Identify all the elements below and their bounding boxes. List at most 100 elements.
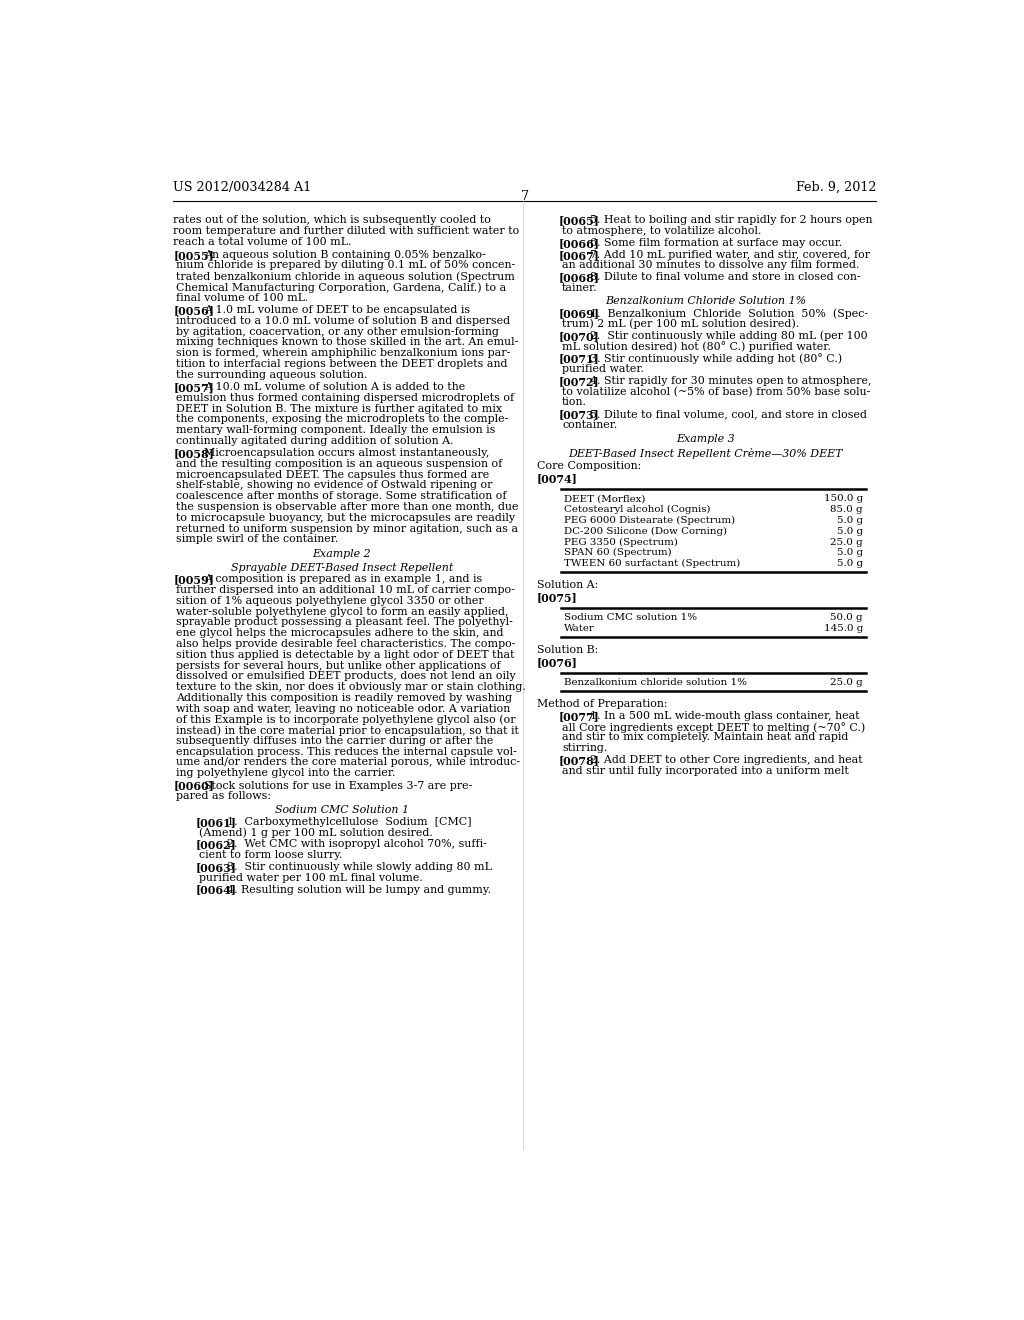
Text: the suspension is observable after more than one month, due: the suspension is observable after more … — [176, 502, 519, 512]
Text: room temperature and further diluted with sufficient water to: room temperature and further diluted wit… — [173, 226, 519, 236]
Text: 7: 7 — [521, 190, 528, 203]
Text: trum) 2 mL (per 100 mL solution desired).: trum) 2 mL (per 100 mL solution desired)… — [562, 319, 799, 330]
Text: ene glycol helps the microcapsules adhere to the skin, and: ene glycol helps the microcapsules adher… — [176, 628, 504, 638]
Text: [0074]: [0074] — [537, 473, 578, 484]
Text: persists for several hours, but unlike other applications of: persists for several hours, but unlike o… — [176, 660, 501, 671]
Text: dissolved or emulsified DEET products, does not lend an oily: dissolved or emulsified DEET products, d… — [176, 672, 516, 681]
Text: 150.0 g: 150.0 g — [823, 495, 863, 503]
Text: [0060]: [0060] — [173, 780, 214, 792]
Text: [0061]: [0061] — [196, 817, 237, 828]
Text: purified water per 100 mL final volume.: purified water per 100 mL final volume. — [199, 873, 422, 883]
Text: SPAN 60 (Spectrum): SPAN 60 (Spectrum) — [563, 548, 672, 557]
Text: sition thus applied is detectable by a light odor of DEET that: sition thus applied is detectable by a l… — [176, 649, 515, 660]
Text: microencapsulated DEET. The capsules thus formed are: microencapsulated DEET. The capsules thu… — [176, 470, 489, 479]
Text: [0069]: [0069] — [559, 308, 600, 319]
Text: [0077]: [0077] — [559, 711, 600, 722]
Text: TWEEN 60 surfactant (Spectrum): TWEEN 60 surfactant (Spectrum) — [563, 560, 740, 568]
Text: introduced to a 10.0 mL volume of solution B and dispersed: introduced to a 10.0 mL volume of soluti… — [176, 315, 511, 326]
Text: mixing techniques known to those skilled in the art. An emul-: mixing techniques known to those skilled… — [176, 338, 519, 347]
Text: 1. In a 500 mL wide-mouth glass container, heat: 1. In a 500 mL wide-mouth glass containe… — [590, 711, 860, 721]
Text: all Core ingredients except DEET to melting (~70° C.): all Core ingredients except DEET to melt… — [562, 722, 865, 733]
Text: A composition is prepared as in example 1, and is: A composition is prepared as in example … — [205, 574, 482, 585]
Text: rates out of the solution, which is subsequently cooled to: rates out of the solution, which is subs… — [173, 215, 492, 226]
Text: [0063]: [0063] — [196, 862, 237, 873]
Text: ume and/or renders the core material porous, while introduc-: ume and/or renders the core material por… — [176, 758, 520, 767]
Text: Chemical Manufacturing Corporation, Gardena, Calif.) to a: Chemical Manufacturing Corporation, Gard… — [176, 282, 507, 293]
Text: [0066]: [0066] — [559, 238, 600, 249]
Text: PEG 6000 Distearate (Spectrum): PEG 6000 Distearate (Spectrum) — [563, 516, 735, 525]
Text: [0070]: [0070] — [559, 331, 600, 342]
Text: [0058]: [0058] — [173, 449, 214, 459]
Text: and stir to mix completely. Maintain heat and rapid: and stir to mix completely. Maintain hea… — [562, 733, 849, 742]
Text: subsequently diffuses into the carrier during or after the: subsequently diffuses into the carrier d… — [176, 737, 494, 746]
Text: shelf-stable, showing no evidence of Ostwald ripening or: shelf-stable, showing no evidence of Ost… — [176, 480, 493, 491]
Text: DEET-Based Insect Repellent Crème—30% DEET: DEET-Based Insect Repellent Crème—30% DE… — [568, 447, 843, 458]
Text: tion.: tion. — [562, 397, 587, 408]
Text: water-soluble polyethylene glycol to form an easily applied,: water-soluble polyethylene glycol to for… — [176, 607, 509, 616]
Text: Additionally this composition is readily removed by washing: Additionally this composition is readily… — [176, 693, 513, 702]
Text: [0067]: [0067] — [559, 249, 600, 260]
Text: tition to interfacial regions between the DEET droplets and: tition to interfacial regions between th… — [176, 359, 508, 368]
Text: [0062]: [0062] — [196, 840, 237, 850]
Text: reach a total volume of 100 mL.: reach a total volume of 100 mL. — [173, 236, 351, 247]
Text: 1.  Benzalkonium  Chloride  Solution  50%  (Spec-: 1. Benzalkonium Chloride Solution 50% (S… — [590, 308, 868, 318]
Text: nium chloride is prepared by diluting 0.1 mL of 50% concen-: nium chloride is prepared by diluting 0.… — [176, 260, 516, 271]
Text: to volatilize alcohol (~5% of base) from 50% base solu-: to volatilize alcohol (~5% of base) from… — [562, 387, 870, 397]
Text: [0078]: [0078] — [559, 755, 600, 766]
Text: continually agitated during addition of solution A.: continually agitated during addition of … — [176, 436, 454, 446]
Text: 5. Heat to boiling and stir rapidly for 2 hours open: 5. Heat to boiling and stir rapidly for … — [590, 215, 872, 226]
Text: US 2012/0034284 A1: US 2012/0034284 A1 — [173, 181, 311, 194]
Text: 50.0 g: 50.0 g — [830, 614, 863, 622]
Text: of this Example is to incorporate polyethylene glycol also (or: of this Example is to incorporate polyet… — [176, 714, 516, 725]
Text: 3. Stir continuously while adding hot (80° C.): 3. Stir continuously while adding hot (8… — [590, 354, 842, 364]
Text: 145.0 g: 145.0 g — [823, 624, 863, 632]
Text: [0065]: [0065] — [559, 215, 600, 226]
Text: Cetostearyl alcohol (Cognis): Cetostearyl alcohol (Cognis) — [563, 506, 711, 515]
Text: [0056]: [0056] — [173, 305, 214, 315]
Text: instead) in the core material prior to encapsulation, so that it: instead) in the core material prior to e… — [176, 725, 519, 735]
Text: final volume of 100 mL.: final volume of 100 mL. — [176, 293, 309, 302]
Text: Sprayable DEET-Based Insect Repellent: Sprayable DEET-Based Insect Repellent — [230, 562, 453, 573]
Text: [0076]: [0076] — [537, 657, 578, 668]
Text: sition of 1% aqueous polyethylene glycol 3350 or other: sition of 1% aqueous polyethylene glycol… — [176, 595, 484, 606]
Text: Method of Preparation:: Method of Preparation: — [537, 700, 668, 709]
Text: 1.  Carboxymethylcellulose  Sodium  [CMC]: 1. Carboxymethylcellulose Sodium [CMC] — [226, 817, 471, 826]
Text: A 10.0 mL volume of solution A is added to the: A 10.0 mL volume of solution A is added … — [205, 381, 466, 392]
Text: Water: Water — [563, 624, 595, 632]
Text: DEET (Morflex): DEET (Morflex) — [563, 495, 645, 503]
Text: Stock solutions for use in Examples 3-7 are pre-: Stock solutions for use in Examples 3-7 … — [205, 780, 473, 791]
Text: further dispersed into an additional 10 mL of carrier compo-: further dispersed into an additional 10 … — [176, 585, 515, 595]
Text: A 1.0 mL volume of DEET to be encapsulated is: A 1.0 mL volume of DEET to be encapsulat… — [205, 305, 470, 315]
Text: [0075]: [0075] — [537, 591, 578, 603]
Text: 85.0 g: 85.0 g — [830, 506, 863, 515]
Text: [0071]: [0071] — [559, 354, 600, 364]
Text: ing polyethylene glycol into the carrier.: ing polyethylene glycol into the carrier… — [176, 768, 396, 779]
Text: Feb. 9, 2012: Feb. 9, 2012 — [796, 181, 877, 194]
Text: Microencapsulation occurs almost instantaneously,: Microencapsulation occurs almost instant… — [205, 449, 489, 458]
Text: 5.0 g: 5.0 g — [837, 527, 863, 536]
Text: texture to the skin, nor does it obviously mar or stain clothing.: texture to the skin, nor does it obvious… — [176, 682, 526, 692]
Text: [0064]: [0064] — [196, 884, 237, 895]
Text: stirring.: stirring. — [562, 743, 607, 754]
Text: An aqueous solution B containing 0.05% benzalko-: An aqueous solution B containing 0.05% b… — [205, 249, 486, 260]
Text: container.: container. — [562, 420, 617, 430]
Text: to microcapsule buoyancy, but the microcapsules are readily: to microcapsule buoyancy, but the microc… — [176, 512, 515, 523]
Text: purified water.: purified water. — [562, 364, 644, 374]
Text: [0068]: [0068] — [559, 272, 600, 284]
Text: returned to uniform suspension by minor agitation, such as a: returned to uniform suspension by minor … — [176, 524, 518, 533]
Text: Example 2: Example 2 — [312, 549, 371, 558]
Text: tainer.: tainer. — [562, 282, 598, 293]
Text: Solution A:: Solution A: — [537, 579, 598, 590]
Text: Core Composition:: Core Composition: — [537, 462, 641, 471]
Text: an additional 30 minutes to dissolve any film formed.: an additional 30 minutes to dissolve any… — [562, 260, 859, 271]
Text: 5.0 g: 5.0 g — [837, 560, 863, 568]
Text: coalescence after months of storage. Some stratification of: coalescence after months of storage. Som… — [176, 491, 507, 502]
Text: [0057]: [0057] — [173, 381, 214, 393]
Text: and stir until fully incorporated into a uniform melt: and stir until fully incorporated into a… — [562, 766, 849, 776]
Text: [0073]: [0073] — [559, 409, 600, 420]
Text: 4. Stir rapidly for 30 minutes open to atmosphere,: 4. Stir rapidly for 30 minutes open to a… — [590, 376, 871, 385]
Text: the surrounding aqueous solution.: the surrounding aqueous solution. — [176, 370, 368, 380]
Text: 25.0 g: 25.0 g — [830, 678, 863, 686]
Text: Sodium CMC Solution 1: Sodium CMC Solution 1 — [274, 805, 409, 816]
Text: Benzalkonium chloride solution 1%: Benzalkonium chloride solution 1% — [563, 678, 746, 686]
